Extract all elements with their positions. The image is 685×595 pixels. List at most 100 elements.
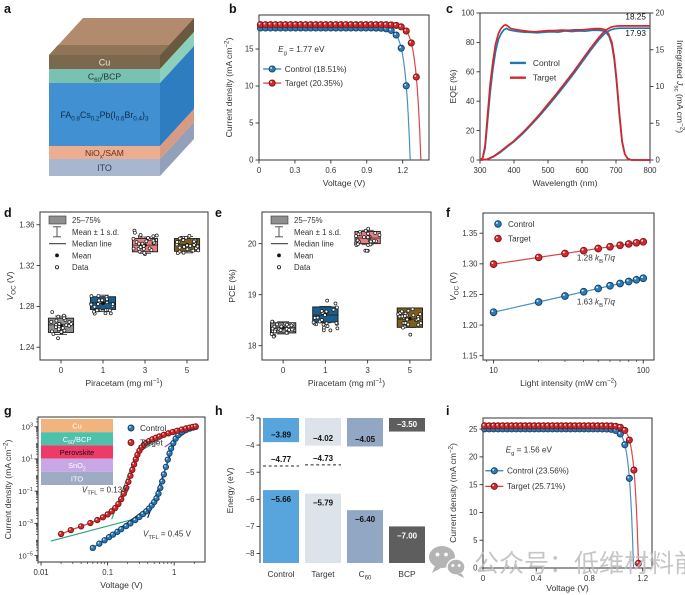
svg-text:SnO2: SnO2 [68, 461, 86, 472]
svg-text:Voltage (V): Voltage (V) [323, 178, 366, 188]
svg-text:Energy (eV): Energy (eV) [225, 467, 235, 513]
svg-text:Control (18.51%): Control (18.51%) [285, 65, 347, 74]
svg-text:Current density (mA cm−2): Current density (mA cm−2) [224, 38, 234, 138]
panel-letter-b: b [229, 2, 237, 16]
panel-letter-f: f [446, 206, 451, 220]
panel-g-sclc-chart: 0.01 0.1 1 10−5 10−3 10−1 101 103 Voltage (V) Cur… [3, 416, 206, 590]
panel-i-jv-chart: 0 0.4 0.8 1.2 0 5 10 15 20 25 Voltage (V) Current d… [448, 417, 653, 593]
svg-text:Target: Target [533, 72, 557, 82]
svg-text:C60/BCP: C60/BCP [88, 72, 121, 85]
svg-text:Data: Data [72, 263, 89, 272]
svg-text:0: 0 [59, 366, 64, 375]
svg-text:80: 80 [466, 38, 475, 47]
svg-text:−4.05: −4.05 [355, 435, 376, 444]
svg-text:0.01: 0.01 [33, 568, 48, 577]
svg-text:−8: −8 [246, 549, 255, 558]
svg-text:0.4: 0.4 [531, 574, 543, 583]
svg-text:Control: Control [140, 424, 167, 433]
svg-text:Target (20.35%): Target (20.35%) [285, 79, 344, 88]
svg-text:VTFL = 0.13 V: VTFL = 0.13 V [82, 485, 131, 496]
svg-text:ITO: ITO [71, 474, 83, 483]
panel-letter-h: h [215, 404, 223, 418]
svg-text:Wavelength (nm): Wavelength (nm) [532, 178, 597, 188]
svg-text:Piracetam (mg ml−1): Piracetam (mg ml−1) [308, 378, 385, 388]
svg-text:−3.50: −3.50 [397, 420, 418, 429]
svg-text:25–75%: 25–75% [72, 216, 101, 225]
svg-text:25–75%: 25–75% [294, 216, 323, 225]
svg-text:Voltage (V): Voltage (V) [100, 580, 143, 590]
panel-b-jv-chart: 0 0.3 0.6 0.9 1.2 0 5 10 15 Voltage (V) Current de… [224, 14, 430, 188]
svg-text:5: 5 [408, 366, 413, 375]
svg-text:1.32: 1.32 [19, 261, 34, 270]
svg-text:Eg = 1.77 eV: Eg = 1.77 eV [278, 45, 325, 56]
svg-text:1.63 kBT/q: 1.63 kBT/q [577, 298, 616, 309]
panel-letter-i: i [446, 404, 450, 418]
svg-text:Mean: Mean [72, 251, 92, 260]
svg-text:Mean ± 1 s.d.: Mean ± 1 s.d. [72, 228, 119, 237]
svg-text:ITO: ITO [97, 163, 112, 173]
svg-text:800: 800 [643, 166, 657, 175]
svg-text:0: 0 [656, 156, 661, 165]
svg-text:Eg = 1.56 eV: Eg = 1.56 eV [506, 445, 553, 456]
svg-text:1.25: 1.25 [462, 290, 478, 299]
svg-text:1.35: 1.35 [462, 229, 478, 238]
svg-text:Median line: Median line [294, 240, 334, 249]
svg-text:−4.73: −4.73 [313, 454, 334, 463]
svg-text:−5.66: −5.66 [271, 495, 292, 504]
svg-text:400: 400 [507, 166, 521, 175]
panel-h-energy-diagram: −3 −4 −5 −6 −7 −8 Energy (eV) −3.89 −5.66 −4.77 Co… [225, 414, 425, 582]
svg-text:700: 700 [609, 166, 623, 175]
panel-e-pce-boxplot: 18 19 20 Piracetam (mg ml−1) PCE (%) 0 1 3 5 25–7… [227, 211, 432, 388]
svg-text:Target: Target [508, 234, 531, 243]
svg-text:Control: Control [508, 220, 535, 229]
svg-text:1.28 kBT/q: 1.28 kBT/q [577, 253, 616, 264]
svg-text:PCE (%): PCE (%) [227, 269, 237, 303]
svg-text:0.3: 0.3 [289, 166, 300, 175]
svg-text:Current density (mA cm−2): Current density (mA cm−2) [448, 443, 458, 543]
svg-text:VTFL = 0.45 V: VTFL = 0.45 V [143, 530, 192, 541]
svg-text:−4: −4 [246, 441, 256, 450]
svg-text:5: 5 [249, 119, 254, 128]
panel-letter-e: e [215, 206, 222, 220]
svg-text:Integrated Jsc (mA cm−2): Integrated Jsc (mA cm−2) [672, 40, 685, 133]
svg-text:15: 15 [656, 45, 665, 54]
svg-text:19: 19 [248, 290, 257, 299]
svg-text:NiOx/SAM: NiOx/SAM [85, 148, 124, 161]
svg-text:Control: Control [268, 569, 295, 579]
svg-text:20: 20 [656, 9, 665, 18]
svg-text:Piracetam (mg ml−1): Piracetam (mg ml−1) [85, 378, 162, 388]
watermark: 公众号：低维材料前沿 [428, 544, 685, 580]
svg-text:10−3: 10−3 [18, 519, 33, 528]
panel-letter-d: d [4, 206, 12, 220]
svg-text:3: 3 [365, 366, 370, 375]
svg-text:C60/BCP: C60/BCP [63, 435, 92, 446]
svg-text:20: 20 [469, 453, 478, 462]
svg-text:18: 18 [248, 341, 257, 350]
svg-text:−3.89: −3.89 [271, 431, 292, 440]
panel-c-eqe-chart: 300 400 500 600 700 80002040608010005101520Wa… [448, 9, 685, 188]
svg-text:Target: Target [140, 438, 163, 447]
svg-text:500: 500 [541, 166, 555, 175]
svg-text:5: 5 [656, 119, 661, 128]
svg-text:100: 100 [461, 9, 475, 18]
svg-text:Light intensity (mW cm−2): Light intensity (mW cm−2) [520, 378, 617, 388]
svg-text:−4.77: −4.77 [271, 455, 292, 464]
svg-text:25: 25 [469, 425, 478, 434]
svg-text:−5: −5 [246, 468, 256, 477]
svg-text:5: 5 [473, 536, 478, 545]
svg-text:VOC (V): VOC (V) [448, 272, 461, 301]
svg-text:60: 60 [466, 68, 475, 77]
svg-text:20: 20 [248, 239, 257, 248]
svg-text:Control: Control [533, 58, 560, 68]
svg-text:10−1: 10−1 [18, 487, 33, 496]
svg-text:1.15: 1.15 [462, 351, 478, 360]
svg-text:FA0.8Cs0.2Pb(I0.6Br0.4)3: FA0.8Cs0.2Pb(I0.6Br0.4)3 [61, 110, 149, 123]
svg-text:0.9: 0.9 [361, 166, 372, 175]
svg-text:1.2: 1.2 [637, 574, 648, 583]
svg-text:Cu: Cu [99, 58, 111, 68]
svg-text:Target: Target [311, 569, 335, 579]
svg-text:10: 10 [656, 82, 665, 91]
svg-text:Current density (mA cm−2): Current density (mA cm−2) [3, 440, 13, 540]
svg-text:Control (23.56%): Control (23.56%) [507, 467, 569, 476]
